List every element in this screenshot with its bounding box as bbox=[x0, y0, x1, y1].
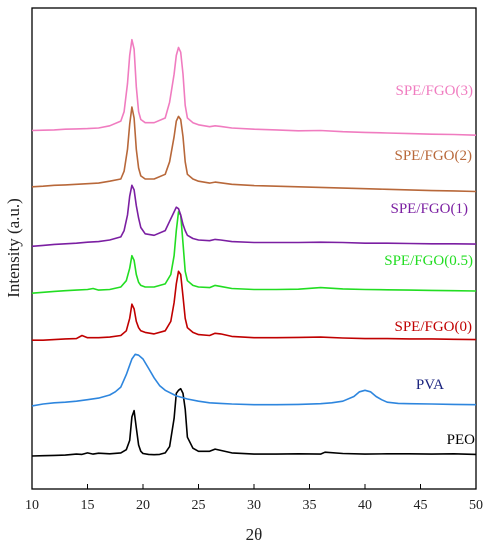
series-line-5 bbox=[31, 106, 477, 193]
x-tick-label: 15 bbox=[81, 498, 95, 513]
x-tick-label: 40 bbox=[358, 498, 372, 513]
plot-frame bbox=[31, 7, 477, 490]
y-axis-title: Intensity (a.u.) bbox=[4, 198, 23, 298]
series-line-4 bbox=[31, 184, 477, 248]
x-tick-label: 50 bbox=[469, 498, 483, 513]
series-label-0: PEO bbox=[447, 432, 476, 448]
series-label-3: SPE/FGO(0.5) bbox=[384, 253, 473, 269]
series-labels: PEO PVA SPE/FGO(0) SPE/FGO(0.5) SPE/FGO(1) SP… bbox=[384, 83, 475, 448]
series-group bbox=[31, 38, 477, 457]
x-tick-label: 45 bbox=[414, 498, 428, 513]
x-tick-label: 20 bbox=[136, 498, 150, 513]
x-tick-label: 10 bbox=[25, 498, 39, 513]
series-label-4: SPE/FGO(1) bbox=[390, 201, 468, 217]
series-line-0 bbox=[31, 387, 477, 457]
series-line-3 bbox=[31, 211, 477, 294]
series-label-6: SPE/FGO(3) bbox=[395, 83, 473, 99]
series-line-2 bbox=[32, 270, 477, 341]
x-ticks: 10 15 20 25 30 35 40 45 50 bbox=[25, 484, 483, 513]
series-line-1 bbox=[31, 353, 477, 407]
series-label-1: PVA bbox=[416, 377, 444, 393]
x-tick-label: 35 bbox=[303, 498, 317, 513]
series-label-5: SPE/FGO(2) bbox=[394, 148, 472, 164]
series-label-2: SPE/FGO(0) bbox=[394, 319, 472, 335]
x-tick-label: 25 bbox=[192, 498, 206, 513]
series-line-6 bbox=[31, 38, 477, 136]
x-tick-label: 30 bbox=[247, 498, 261, 513]
x-axis-title: 2θ bbox=[246, 525, 263, 544]
